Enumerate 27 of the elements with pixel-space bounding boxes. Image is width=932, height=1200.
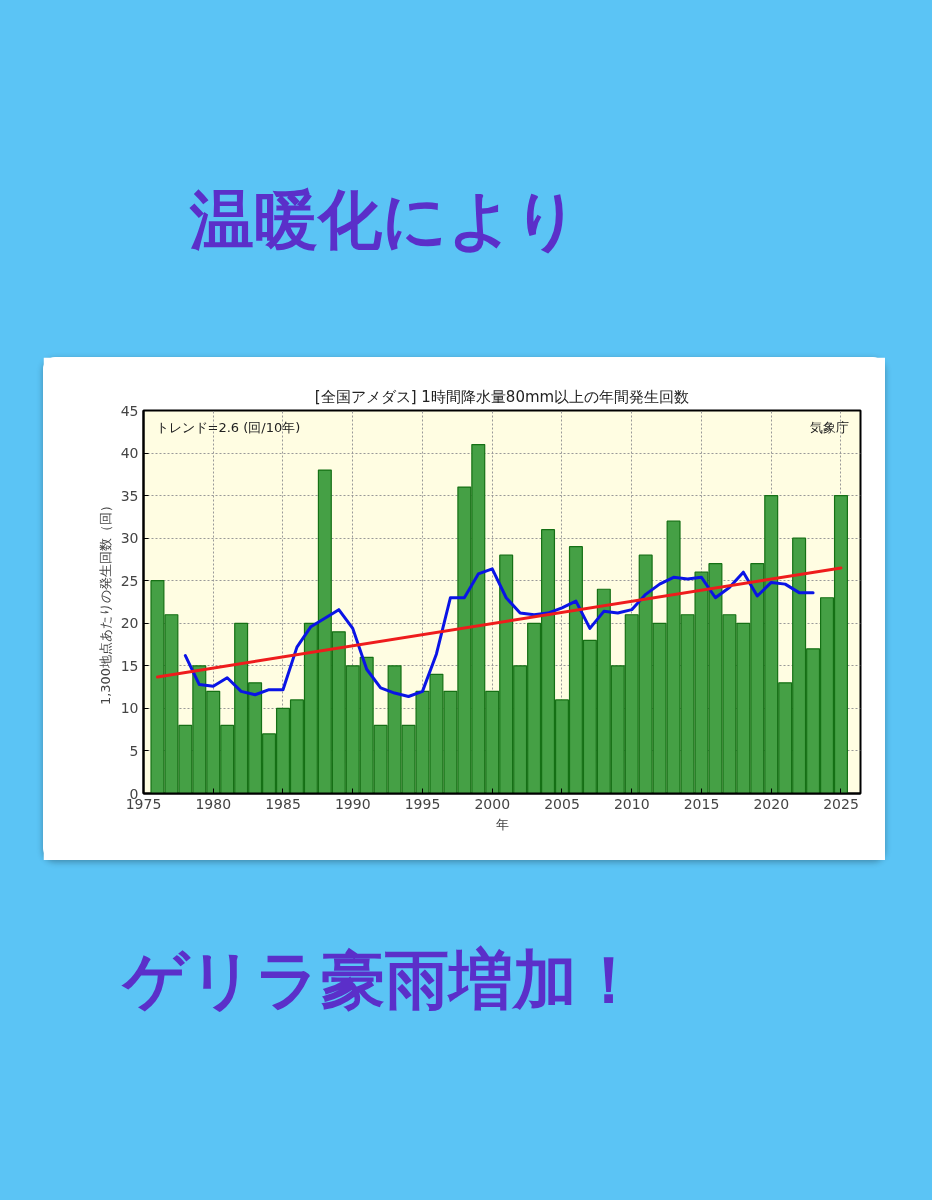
y-tick-label: 5 (129, 742, 139, 759)
x-tick-label: 2010 (613, 795, 650, 812)
y-tick-label: 40 (120, 445, 139, 462)
x-tick-label: 2015 (683, 795, 720, 812)
x-tick-label: 2005 (544, 795, 580, 812)
x-tick-label: 2025 (823, 795, 859, 812)
annotation: トレンド=2.6 (回/10年) (155, 419, 301, 435)
annotation: 気象庁 (809, 419, 849, 435)
y-tick-label: 45 (120, 402, 139, 419)
y-tick-label: 10 (120, 700, 139, 717)
x-tick-label: 1985 (265, 795, 301, 812)
y-tick-label: 25 (120, 572, 139, 589)
y-tick-label: 30 (120, 530, 139, 547)
y-tick-label: 15 (120, 657, 139, 674)
x-axis-title: 年 (495, 816, 509, 832)
y-tick-label: 20 (120, 615, 139, 632)
x-tick-label: 1990 (334, 795, 371, 812)
text: ゲリラ豪雨増加！ (123, 942, 641, 1019)
chart-title: [全国アメダス] 1時間降水量80mm以上の年間発生回数 (314, 387, 690, 406)
y-tick-label: 35 (120, 487, 139, 504)
x-tick-label: 2020 (753, 795, 790, 812)
x-tick-label: 2000 (474, 795, 511, 812)
y-axis-title: 1,300地点あたりの発生回数（回） (97, 498, 113, 706)
line-series (183, 567, 815, 698)
text: 温暖化により (190, 182, 580, 259)
x-tick-label: 1980 (195, 795, 232, 812)
x-tick-label: 1995 (404, 795, 441, 812)
